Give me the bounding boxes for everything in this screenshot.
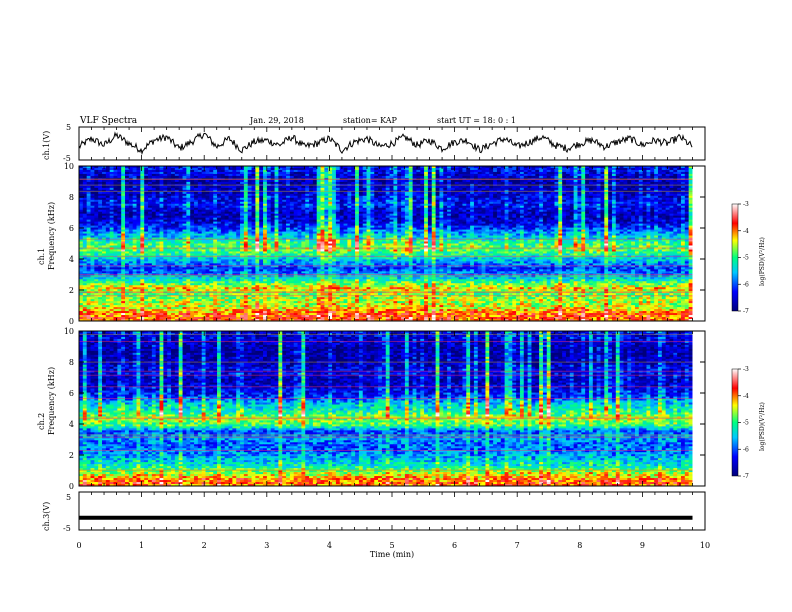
start-time-label: start UT = 18: 0 : 1 xyxy=(437,116,516,125)
x-tick-label: 7 xyxy=(515,541,520,550)
x-tick-label: 1 xyxy=(139,541,144,550)
colorbar-ch2-tick-label: -5 xyxy=(743,420,749,427)
x-tick-label: 10 xyxy=(700,541,710,550)
x-axis-label: Time (min) xyxy=(370,550,414,559)
ch1-spec-ytick-label: 0 xyxy=(69,317,74,326)
ch1-ytick-top: 5 xyxy=(66,123,71,132)
ch3-ytick-bottom: -5 xyxy=(63,524,71,533)
x-tick-label: 9 xyxy=(640,541,645,550)
ch2-spec-ytick-label: 0 xyxy=(69,482,74,491)
station-label: station= KAP xyxy=(343,116,398,125)
date-label: Jan. 29, 2018 xyxy=(249,116,304,125)
ch2-spec-ytick-label: 2 xyxy=(69,451,74,460)
x-tick-label: 3 xyxy=(264,541,269,550)
colorbar-ch1-tick-label: -6 xyxy=(743,281,749,288)
ch1-spec-ytick-label: 10 xyxy=(64,162,74,171)
colorbar-ch1-label: log(PSD)(V²/Hz) xyxy=(759,237,766,286)
ch1-spec-ytick-label: 2 xyxy=(69,286,74,295)
colorbar-ch2-tick-label: -7 xyxy=(743,473,749,480)
x-tick-label: 2 xyxy=(202,541,207,550)
ch2-spec-ytick-label: 10 xyxy=(64,327,74,336)
ch2-channel-label: ch.2 xyxy=(37,413,46,430)
ch3-volt-label: ch.3(V) xyxy=(42,502,51,531)
ch1-spec-ytick-label: 4 xyxy=(69,255,74,264)
colorbar-ch2-tick-label: -6 xyxy=(743,446,749,453)
ch2-spectrogram-panel: 0 2 4 6 8 10 ch.2 Frequency (kHz) xyxy=(37,327,705,491)
ch3-ytick-top: 5 xyxy=(66,493,71,502)
x-tick-label: 8 xyxy=(577,541,582,550)
x-tick-label: 6 xyxy=(452,541,457,550)
ch1-spectrogram-panel: 0 2 4 6 8 10 ch.1 Frequency (kHz) xyxy=(37,162,705,326)
x-tick-label: 4 xyxy=(327,541,332,550)
colorbar-ch1: -3 -4 -5 -6 -7 log(PSD)(V²/Hz) xyxy=(732,201,766,315)
ch1-freq-label: Frequency (kHz) xyxy=(47,202,56,270)
ch2-spec-ytick-label: 6 xyxy=(69,389,74,398)
ch1-spec-ytick-label: 8 xyxy=(69,193,74,202)
colorbar-ch1-tick-label: -3 xyxy=(743,201,749,208)
chart-title: VLF Spectra xyxy=(79,116,138,126)
colorbar-ch1-tick-label: -4 xyxy=(743,228,749,235)
ch2-freq-label: Frequency (kHz) xyxy=(47,367,56,435)
colorbar-ch2-label: log(PSD)(V²/Hz) xyxy=(759,402,766,451)
ch1-volt-label: ch.1(V) xyxy=(42,131,51,160)
colorbar-ch2-tick-label: -4 xyxy=(743,393,749,400)
colorbar-ch1-tick-label: -5 xyxy=(743,255,749,262)
x-tick-label: 5 xyxy=(389,541,394,550)
colorbar-ch1-tick-label: -7 xyxy=(743,308,749,315)
ch1-channel-label: ch.1 xyxy=(37,248,46,265)
ch2-spec-ytick-label: 8 xyxy=(69,358,74,367)
colorbar-ch2-tick-label: -3 xyxy=(743,366,749,373)
colorbar-ch2: -3 -4 -5 -6 -7 log(PSD)(V²/Hz) xyxy=(732,366,766,480)
ch1-spec-ytick-label: 6 xyxy=(69,224,74,233)
ch1-spectrogram-image xyxy=(79,166,705,321)
ch2-spectrogram-image xyxy=(79,331,705,486)
ch2-spec-ytick-label: 4 xyxy=(69,420,74,429)
x-tick-label: 0 xyxy=(76,541,81,550)
